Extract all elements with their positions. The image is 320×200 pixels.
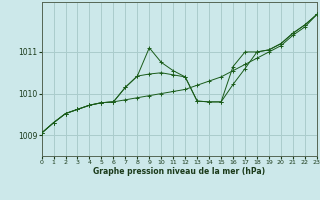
- X-axis label: Graphe pression niveau de la mer (hPa): Graphe pression niveau de la mer (hPa): [93, 167, 265, 176]
